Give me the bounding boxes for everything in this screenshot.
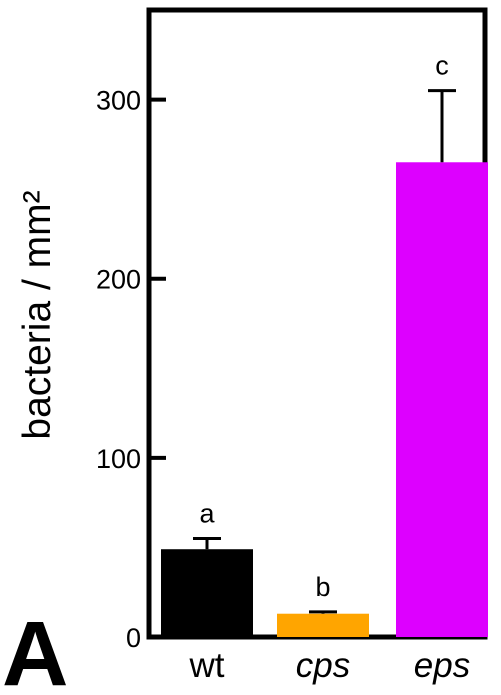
category-labels: wt cps eps <box>189 646 471 685</box>
error-bars <box>193 89 456 614</box>
bars <box>161 162 488 637</box>
y-tick-label: 100 <box>96 444 141 474</box>
category-label-wt: wt <box>189 646 225 685</box>
significance-labels: a b c <box>199 51 448 602</box>
bar-wt <box>161 549 253 637</box>
significance-label-eps: c <box>435 51 449 81</box>
category-label-cps: cps <box>296 646 350 685</box>
y-axis-label: bacteria / mm² <box>16 190 59 439</box>
significance-label-wt: a <box>199 498 215 528</box>
panel-letter: A <box>2 603 68 695</box>
y-tick-label: 300 <box>96 86 141 116</box>
category-label-eps: eps <box>414 646 470 685</box>
bar-cps <box>277 613 369 637</box>
bar-eps <box>396 162 488 637</box>
y-tick-label: 0 <box>126 623 141 653</box>
y-axis-ticks: 0 100 200 300 <box>96 86 166 653</box>
y-tick-label: 200 <box>96 265 141 295</box>
significance-label-cps: b <box>315 572 330 602</box>
